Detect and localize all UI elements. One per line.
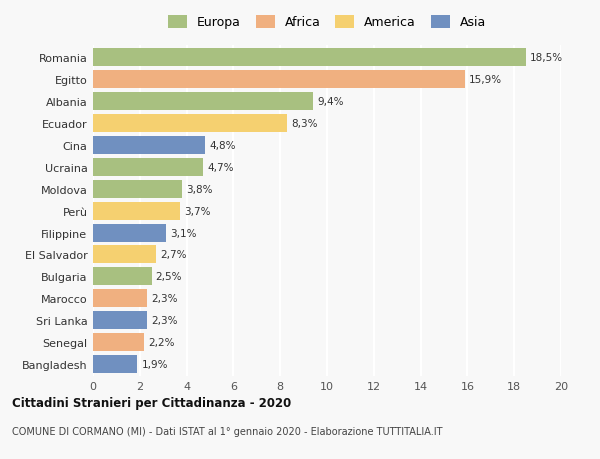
- Text: 15,9%: 15,9%: [469, 75, 502, 85]
- Bar: [93, 93, 313, 111]
- Bar: [93, 290, 147, 308]
- Text: 18,5%: 18,5%: [530, 53, 563, 63]
- Text: 2,2%: 2,2%: [149, 337, 175, 347]
- Text: COMUNE DI CORMANO (MI) - Dati ISTAT al 1° gennaio 2020 - Elaborazione TUTTITALIA: COMUNE DI CORMANO (MI) - Dati ISTAT al 1…: [12, 426, 443, 436]
- Bar: [93, 158, 203, 176]
- Legend: Europa, Africa, America, Asia: Europa, Africa, America, Asia: [164, 12, 490, 33]
- Text: 1,9%: 1,9%: [142, 359, 168, 369]
- Text: 4,8%: 4,8%: [209, 140, 236, 151]
- Text: 2,3%: 2,3%: [151, 316, 178, 325]
- Text: 4,7%: 4,7%: [207, 162, 233, 173]
- Text: 2,5%: 2,5%: [156, 272, 182, 282]
- Bar: [93, 334, 145, 352]
- Text: 9,4%: 9,4%: [317, 97, 344, 106]
- Text: 2,7%: 2,7%: [160, 250, 187, 260]
- Text: 3,8%: 3,8%: [186, 184, 212, 194]
- Text: 3,1%: 3,1%: [170, 228, 196, 238]
- Bar: [93, 355, 137, 373]
- Bar: [93, 49, 526, 67]
- Text: 3,7%: 3,7%: [184, 206, 210, 216]
- Text: 2,3%: 2,3%: [151, 294, 178, 304]
- Text: Cittadini Stranieri per Cittadinanza - 2020: Cittadini Stranieri per Cittadinanza - 2…: [12, 396, 291, 409]
- Text: 8,3%: 8,3%: [292, 118, 318, 129]
- Bar: [93, 246, 156, 264]
- Bar: [93, 224, 166, 242]
- Bar: [93, 268, 151, 286]
- Bar: [93, 71, 465, 89]
- Bar: [93, 312, 147, 330]
- Bar: [93, 202, 179, 220]
- Bar: [93, 180, 182, 198]
- Bar: [93, 136, 205, 155]
- Bar: [93, 115, 287, 133]
